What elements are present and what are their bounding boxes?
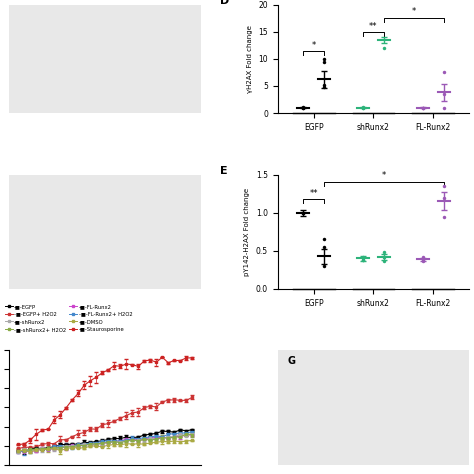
Text: **: ** — [310, 189, 318, 198]
Text: G: G — [287, 356, 295, 366]
Text: E: E — [220, 165, 228, 176]
Legend: -■-EGFP, -■-EGFP+ H2O2, -■-shRunx2, -■-shRunx2+ H2O2, -■-FL-Runx2, -■-FL-Runx2+ : -■-EGFP, -■-EGFP+ H2O2, -■-shRunx2, -■-s… — [2, 302, 135, 334]
Text: D: D — [220, 0, 229, 6]
Text: *: * — [311, 41, 316, 50]
Text: **: ** — [369, 22, 378, 31]
Text: *: * — [412, 8, 416, 17]
Text: *: * — [382, 172, 386, 181]
Y-axis label: pY142-H2AX Fold change: pY142-H2AX Fold change — [244, 188, 250, 276]
Y-axis label: γH2AX Fold change: γH2AX Fold change — [247, 25, 253, 93]
